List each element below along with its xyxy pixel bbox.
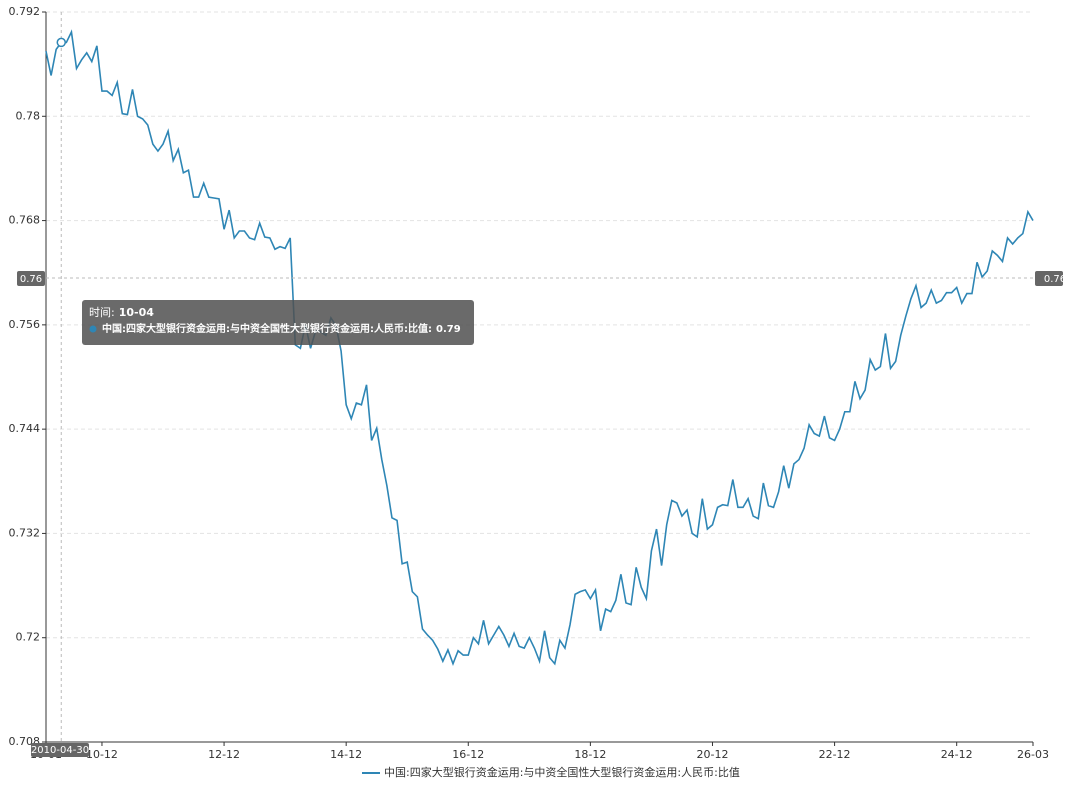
hover-point — [56, 37, 67, 48]
pointer-y-badge — [17, 271, 45, 286]
pointer-y-label: 0.76 — [1044, 274, 1066, 285]
x-tick-label: 16-12 — [452, 748, 484, 761]
plot — [45, 29, 1034, 667]
x-tick-label: 10-12 — [86, 748, 118, 761]
pointer-x-label: 2010-04-30 — [31, 745, 89, 756]
tooltip-series: 中国:四家大型银行资金运用:与中资全国性大型银行资金运用:人民币:比值: — [102, 322, 432, 335]
y-tick-label: 0.72 — [16, 631, 41, 644]
pointer-y-badge — [1035, 271, 1063, 286]
x-tick-label: 14-12 — [330, 748, 362, 761]
y-tick-label: 0.756 — [9, 318, 41, 331]
tooltip-time: 10-04 — [119, 306, 155, 319]
x-tick-label: 22-12 — [819, 748, 851, 761]
pointer-x-badge — [31, 743, 89, 757]
overlay: 中国:四家大型银行资金运用:与中资全国性大型银行资金运用:人民币:比值 2010-… — [17, 12, 1066, 779]
x-tick-label: 26-03 — [1017, 748, 1049, 761]
legend-label: 中国:四家大型银行资金运用:与中资全国性大型银行资金运用:人民币:比值 — [384, 765, 740, 779]
series-line — [45, 29, 1034, 667]
tooltip-value: 0.79 — [436, 324, 461, 335]
tooltip-dot — [89, 325, 97, 333]
axes: 0.7080.720.7320.7440.7560.7680.780.79210… — [9, 5, 1049, 761]
x-tick-label: 18-12 — [574, 748, 606, 761]
x-tick-label: 20-12 — [696, 748, 728, 761]
legend: 中国:四家大型银行资金运用:与中资全国性大型银行资金运用:人民币:比值 — [362, 765, 740, 779]
tooltip-row: 中国:四家大型银行资金运用:与中资全国性大型银行资金运用:人民币:比值: 0.79 — [102, 322, 461, 335]
y-tick-label: 0.732 — [9, 526, 41, 539]
tooltip-box — [82, 300, 474, 345]
y-tick-label: 0.78 — [16, 109, 41, 122]
x-tick-label: 12-12 — [208, 748, 240, 761]
y-tick-label: 0.792 — [9, 5, 41, 18]
y-tick-label: 0.768 — [9, 214, 41, 227]
grid — [46, 11, 1033, 743]
pointer-y-label: 0.76 — [20, 274, 42, 285]
tooltip-time-label: 时间: — [89, 306, 115, 319]
x-tick-label: 24-12 — [941, 748, 973, 761]
y-tick-label: 0.744 — [9, 422, 41, 435]
tooltip-title: 时间: 10-04 — [89, 306, 154, 319]
